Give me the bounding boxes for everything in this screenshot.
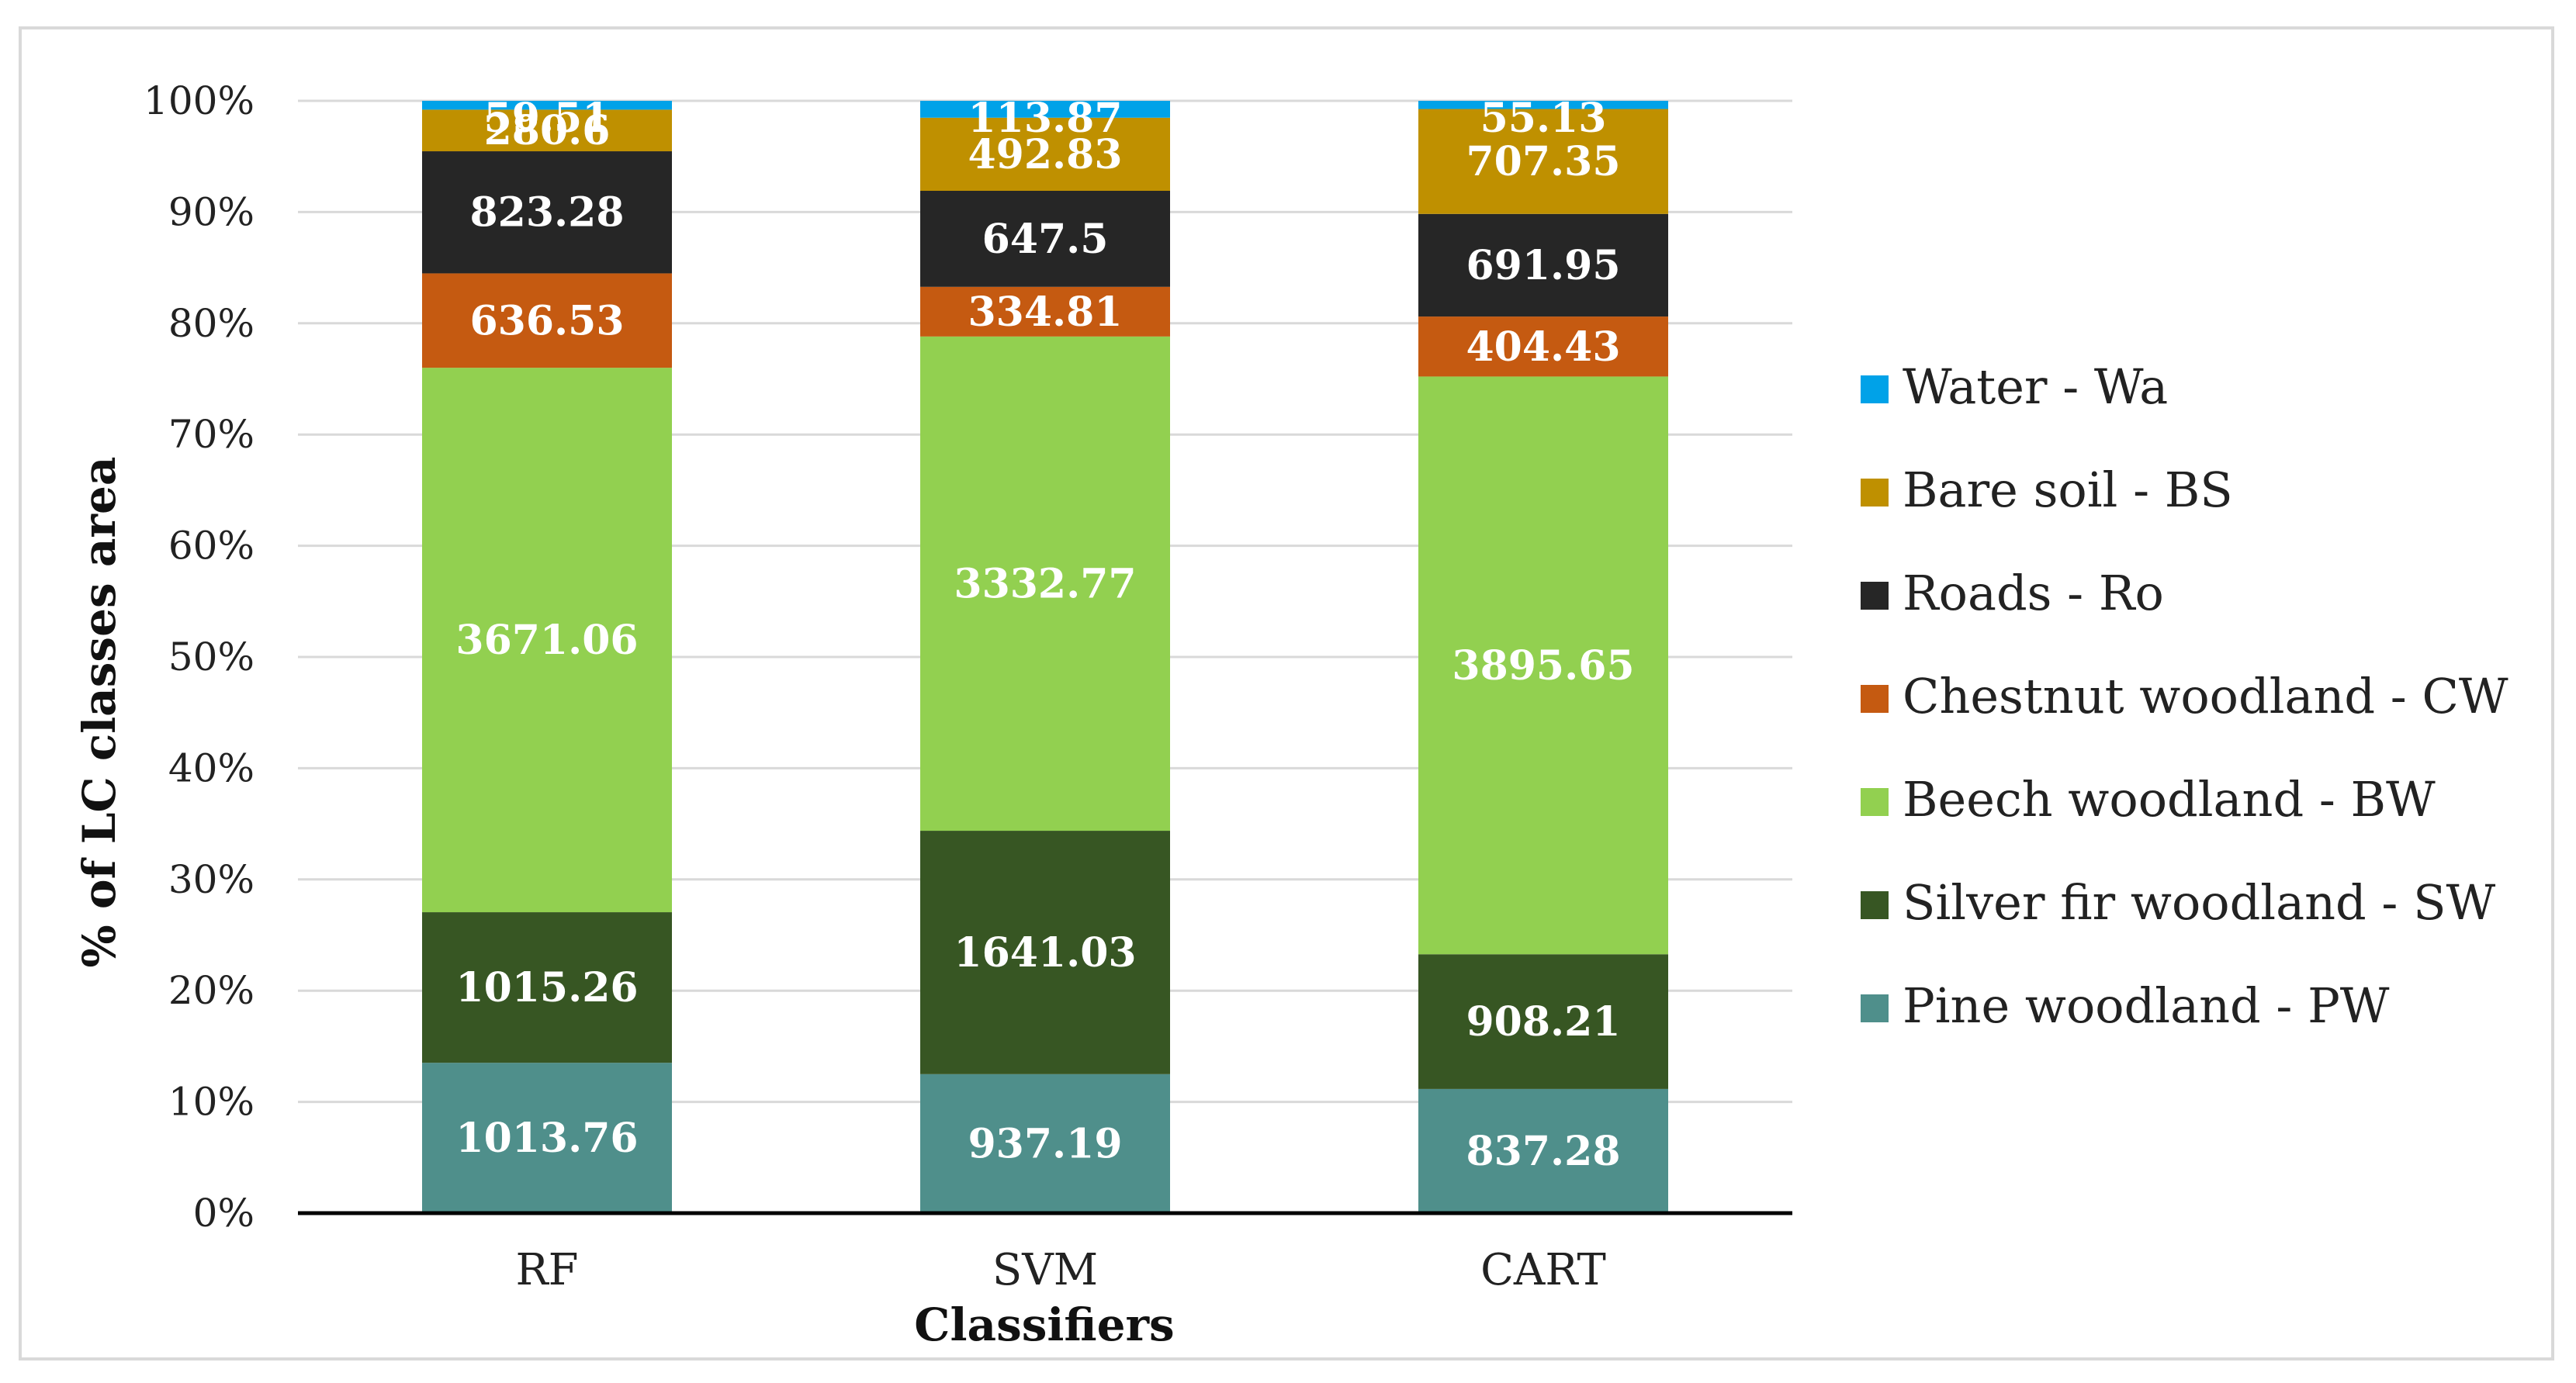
chart-frame: 1013.76 1015.26 3671.06 636.53 823.28 280.6 59… <box>19 26 2554 1361</box>
x-tick-label: RF <box>515 1245 578 1295</box>
bar-group-cart: 837.28 908.21 3895.65 404.43 691.95 707.3555.… <box>1418 95 1668 1213</box>
data-label: 1015.26 <box>455 964 638 1011</box>
data-label: 59.51 <box>484 95 611 142</box>
legend-label: Pine woodland - PW <box>1903 977 2390 1034</box>
legend-label: Silver fir woodland - SW <box>1903 874 2496 931</box>
bar-group-rf: 1013.76 1015.26 3671.06 636.53 823.28 280.659… <box>422 95 672 1213</box>
data-label: 3332.77 <box>954 560 1136 607</box>
data-label: 823.28 <box>469 189 624 237</box>
legend: Water - Wa Bare soil - BS Roads - Ro Chestn… <box>1861 358 2508 1034</box>
legend-swatch <box>1861 479 1889 507</box>
y-axis-ticks: 0% 10% 20% 30% 40% 50% 60% 70% 80% 90% 100% <box>144 78 254 1236</box>
data-label: 492.83 <box>968 131 1122 178</box>
bar-segment <box>1418 213 1668 317</box>
bar-segment <box>422 151 672 274</box>
bar-segment <box>920 336 1170 832</box>
legend-swatch <box>1861 685 1889 713</box>
data-label: 636.53 <box>469 297 624 344</box>
y-tick-label: 30% <box>168 857 254 902</box>
legend-item: Chestnut woodland - CW <box>1861 668 2508 724</box>
bar-group-svm: 937.19 1641.03 3332.77 334.81 647.5 492.83113… <box>920 95 1170 1213</box>
legend-item: Silver fir woodland - SW <box>1861 874 2496 931</box>
bar-segment <box>1418 101 1668 109</box>
bar-segment <box>1418 376 1668 955</box>
y-tick-label: 50% <box>168 634 254 679</box>
data-label: 647.5 <box>982 216 1109 263</box>
y-tick-label: 100% <box>144 78 254 123</box>
legend-label: Bare soil - BS <box>1903 462 2233 518</box>
legend-item: Pine woodland - PW <box>1861 977 2390 1034</box>
legend-item: Water - Wa <box>1861 358 2168 415</box>
y-tick-label: 40% <box>168 745 254 790</box>
bar-segment <box>920 117 1170 192</box>
y-tick-label: 10% <box>168 1080 254 1125</box>
x-axis-ticks: RF SVM CART <box>515 1245 1605 1295</box>
stacked-bar-chart: 1013.76 1015.26 3671.06 636.53 823.28 280.659… <box>73 78 2508 1351</box>
legend-item: Beech woodland - BW <box>1861 771 2436 828</box>
x-tick-label: CART <box>1480 1245 1606 1295</box>
y-tick-label: 90% <box>168 189 254 234</box>
data-label: 3671.06 <box>455 617 638 664</box>
bar-segment <box>1418 1088 1668 1213</box>
data-label: 707.35 <box>1466 138 1620 185</box>
bars: 1013.76 1015.26 3671.06 636.53 823.28 280.659… <box>422 95 1668 1213</box>
bar-segment <box>920 191 1170 287</box>
data-label: 908.21 <box>1466 998 1620 1046</box>
y-axis-title: % of LC classes area <box>73 457 126 968</box>
x-axis-title: Classifiers <box>914 1298 1174 1351</box>
data-label: 3895.65 <box>1452 642 1634 690</box>
y-tick-label: 80% <box>168 301 254 346</box>
legend-swatch <box>1861 788 1889 816</box>
bar-segment <box>1418 954 1668 1089</box>
bar-segment <box>1418 316 1668 377</box>
data-label: 404.43 <box>1466 323 1620 371</box>
data-label: 113.87 <box>968 95 1122 142</box>
y-tick-label: 0% <box>193 1191 254 1236</box>
bar-segment <box>920 286 1170 337</box>
y-tick-label: 60% <box>168 524 254 569</box>
bar-segment <box>920 101 1170 118</box>
data-label: 837.28 <box>1466 1128 1620 1175</box>
bar-segment <box>422 912 672 1063</box>
bar-segment <box>422 109 672 152</box>
bar-segment <box>422 101 672 110</box>
x-tick-label: SVM <box>992 1245 1098 1295</box>
data-label: 1013.76 <box>455 1115 638 1162</box>
legend-label: Roads - Ro <box>1903 565 2164 621</box>
legend-item: Roads - Ro <box>1861 565 2164 621</box>
data-label: 280.6 <box>484 107 611 154</box>
y-tick-label: 70% <box>168 412 254 457</box>
data-label: 55.13 <box>1480 95 1607 142</box>
data-label: 691.95 <box>1466 242 1620 289</box>
data-label: 334.81 <box>968 289 1122 336</box>
data-label: 937.19 <box>968 1120 1122 1167</box>
data-label: 1641.03 <box>954 929 1136 977</box>
bar-segment <box>1418 109 1668 214</box>
bar-segment <box>422 1063 672 1213</box>
legend-label: Water - Wa <box>1903 358 2168 415</box>
bar-segment <box>422 273 672 368</box>
legend-label: Beech woodland - BW <box>1903 771 2436 828</box>
legend-label: Chestnut woodland - CW <box>1903 668 2508 724</box>
legend-swatch <box>1861 375 1889 403</box>
bar-segment <box>422 368 672 913</box>
legend-swatch <box>1861 891 1889 919</box>
legend-item: Bare soil - BS <box>1861 462 2233 518</box>
legend-swatch <box>1861 582 1889 610</box>
y-tick-label: 20% <box>168 968 254 1013</box>
bar-segment <box>920 831 1170 1074</box>
bar-segment <box>920 1074 1170 1213</box>
legend-swatch <box>1861 994 1889 1022</box>
